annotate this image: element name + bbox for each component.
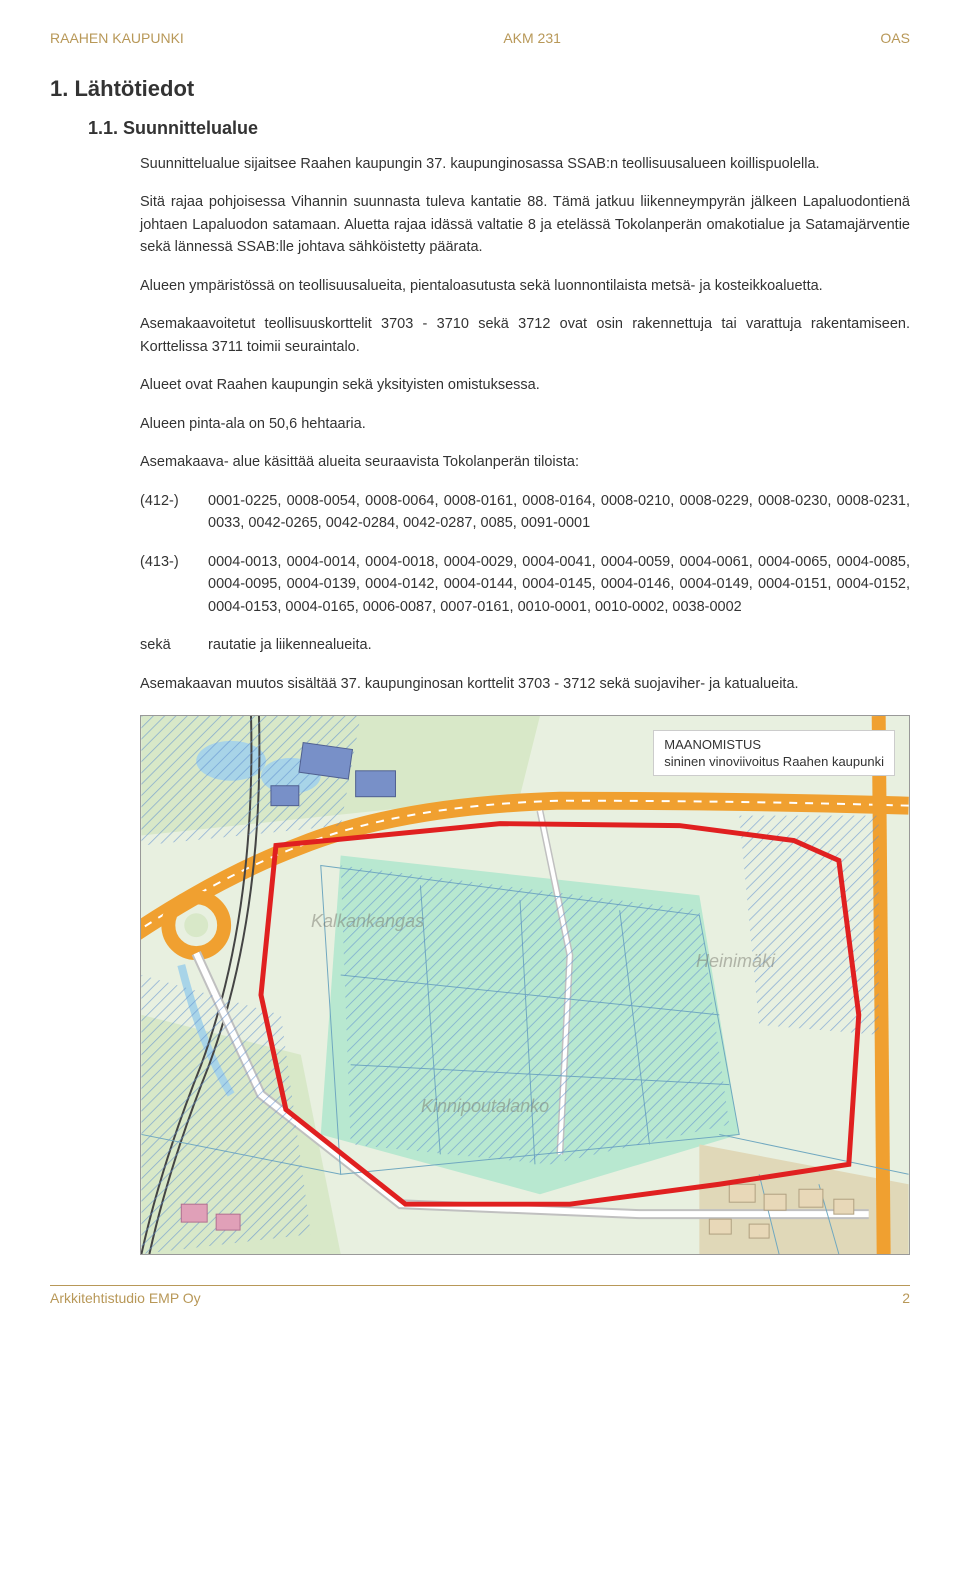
- list-item: (413-) 0004-0013, 0004-0014, 0004-0018, …: [140, 551, 910, 618]
- legend-title: MAANOMISTUS: [664, 737, 884, 752]
- body-content: Suunnittelualue sijaitsee Raahen kaupung…: [140, 153, 910, 695]
- page-header: RAAHEN KAUPUNKI AKM 231 OAS: [50, 30, 910, 46]
- paragraph: Alueen ympäristössä on teollisuusalueita…: [140, 275, 910, 297]
- header-right: OAS: [880, 30, 910, 46]
- seka-text: rautatie ja liikennealueita.: [208, 634, 372, 656]
- footer-left: Arkkitehtistudio EMP Oy: [50, 1290, 201, 1306]
- paragraph: Asemakaavoitetut teollisuuskorttelit 370…: [140, 313, 910, 358]
- header-center: AKM 231: [503, 30, 561, 46]
- map-label-heinimaki: Heinimäki: [696, 951, 775, 972]
- seka-row: sekä rautatie ja liikennealueita.: [140, 634, 910, 656]
- map-container: Kalkankangas Heinimäki Kinnipoutalanko M…: [140, 715, 910, 1255]
- page-footer: Arkkitehtistudio EMP Oy 2: [50, 1285, 910, 1306]
- map-label-kinnipoutalanko: Kinnipoutalanko: [421, 1096, 549, 1117]
- map-svg: [141, 716, 909, 1254]
- list-text: 0001-0225, 0008-0054, 0008-0064, 0008-01…: [208, 490, 910, 535]
- map-label-kalkankangas: Kalkankangas: [311, 911, 424, 932]
- paragraph: Sitä rajaa pohjoisessa Vihannin suunnast…: [140, 191, 910, 258]
- list-text: 0004-0013, 0004-0014, 0004-0018, 0004-00…: [208, 551, 910, 618]
- paragraph: Asemakaava- alue käsittää alueita seuraa…: [140, 451, 910, 473]
- legend-line: sininen vinoviivoitus Raahen kaupunki: [664, 754, 884, 769]
- list-item: (412-) 0001-0225, 0008-0054, 0008-0064, …: [140, 490, 910, 535]
- list-label: (412-): [140, 490, 208, 535]
- map-legend: MAANOMISTUS sininen vinoviivoitus Raahen…: [653, 730, 895, 776]
- footer-page-number: 2: [902, 1290, 910, 1306]
- paragraph: Asemakaavan muutos sisältää 37. kaupungi…: [140, 673, 910, 695]
- header-left: RAAHEN KAUPUNKI: [50, 30, 184, 46]
- document-page: RAAHEN KAUPUNKI AKM 231 OAS 1. Lähtötied…: [0, 0, 960, 1326]
- subsection-heading: 1.1. Suunnittelualue: [88, 118, 910, 139]
- seka-label: sekä: [140, 634, 208, 656]
- paragraph: Alueet ovat Raahen kaupungin sekä yksity…: [140, 374, 910, 396]
- paragraph: Alueen pinta-ala on 50,6 hehtaaria.: [140, 413, 910, 435]
- paragraph: Suunnittelualue sijaitsee Raahen kaupung…: [140, 153, 910, 175]
- section-heading: 1. Lähtötiedot: [50, 76, 910, 102]
- list-label: (413-): [140, 551, 208, 618]
